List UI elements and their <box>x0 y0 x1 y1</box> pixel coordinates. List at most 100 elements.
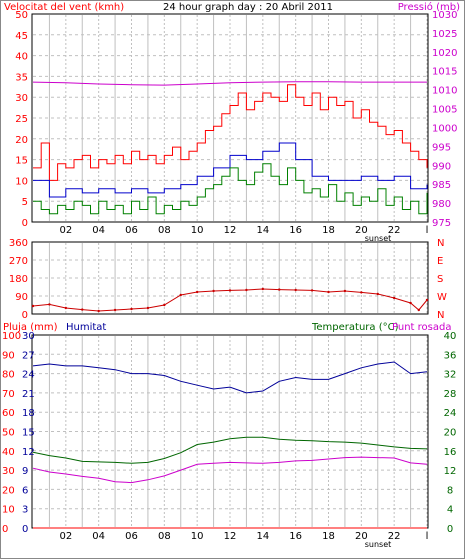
direction-y-tick: 180 <box>9 274 28 285</box>
wind-y-tick: 15 <box>15 156 28 167</box>
chart-title: 24 hour graph day : 20 Abril 2011 <box>163 2 333 13</box>
humidity-y-tick: 80 <box>2 370 15 381</box>
pressure-y-tick: 980 <box>432 199 451 210</box>
pressure-y-tick: 1025 <box>432 29 457 40</box>
humidity-y-tick: 100 <box>2 331 21 342</box>
wind-x-tick: 16 <box>289 225 302 236</box>
wind-y-tick: 35 <box>15 72 28 83</box>
direction-compass-label: N <box>437 238 444 249</box>
rain-axis-label: Pluja (mm) <box>3 322 58 333</box>
rain-y-tick: 15 <box>22 428 35 439</box>
pressure-y-tick: 1015 <box>432 67 457 78</box>
humidity-y-tick: 10 <box>2 505 15 516</box>
series-temperatura <box>32 436 428 464</box>
humidity-panel-frame <box>31 334 429 529</box>
rain-y-tick: 12 <box>22 447 35 458</box>
rain-y-tick: 0 <box>22 524 28 535</box>
wind-y-tick: 0 <box>22 218 28 229</box>
rain-y-tick: 9 <box>22 466 28 477</box>
pressure-y-tick: 1020 <box>432 48 457 59</box>
direction-y-tick: 360 <box>9 238 28 249</box>
wind-axis-label: Velocitat del vent (kmh) <box>4 2 124 13</box>
wind-x-tick: 06 <box>125 225 138 236</box>
direction-point <box>417 308 420 312</box>
direction-point <box>81 308 84 311</box>
series-wind-direction <box>32 288 428 312</box>
direction-point <box>130 307 133 311</box>
climate-x-tick: 10 <box>191 531 204 542</box>
wind-x-tick: 22 <box>388 225 401 236</box>
direction-point <box>31 304 35 308</box>
temperature-y-tick: 40 <box>444 331 457 342</box>
direction-point <box>310 289 314 292</box>
humidity-y-tick: 60 <box>2 408 15 419</box>
direction-point <box>409 301 412 305</box>
rain-y-tick: 6 <box>22 485 28 496</box>
temperature-y-tick: 12 <box>444 466 457 477</box>
wind-x-tick: l <box>426 225 429 236</box>
climate-x-tick: 08 <box>158 531 171 542</box>
pressure-y-tick: 1005 <box>432 105 457 116</box>
temperature-y-tick: 16 <box>444 447 457 458</box>
direction-point <box>97 309 100 313</box>
temperature-y-tick: 20 <box>444 428 457 439</box>
climate-x-tick: 06 <box>125 531 138 542</box>
pressure-axis-label: Pressió (mb) <box>398 1 460 13</box>
pressure-y-tick: 985 <box>432 180 451 191</box>
wind-x-tick: 12 <box>224 225 237 236</box>
wind-x-tick: 04 <box>92 225 105 236</box>
wind-x-tick: 14 <box>256 225 269 236</box>
wind-y-tick: 10 <box>15 176 28 187</box>
direction-point <box>294 288 297 292</box>
climate-x-tick: 20 <box>355 531 368 542</box>
rain-y-tick: 24 <box>22 370 35 381</box>
series-pressi- <box>32 81 427 86</box>
direction-y-tick: 0 <box>22 310 28 321</box>
direction-compass-label: N <box>437 310 444 321</box>
series-punt-rosada <box>32 456 428 484</box>
direction-panel-frame <box>31 241 429 315</box>
direction-point <box>278 288 281 291</box>
wind-x-tick: 20 <box>355 225 368 236</box>
pressure-y-tick: 975 <box>432 218 451 229</box>
humidity-y-tick: 40 <box>2 447 15 458</box>
climate-x-tick: 18 <box>322 531 335 542</box>
temperature-y-tick: 36 <box>444 350 457 361</box>
climate-x-tick: 04 <box>92 531 105 542</box>
direction-y-tick: 270 <box>9 256 28 267</box>
rain-y-tick: 30 <box>22 331 35 342</box>
climate-x-tick: l <box>426 531 429 542</box>
wind-y-tick: 5 <box>22 197 28 208</box>
climate-x-tick: 22 <box>388 531 401 542</box>
series-velocitat <box>33 163 428 215</box>
humidity-axis-label: Humitat <box>66 322 106 333</box>
temperature-y-tick: 8 <box>447 485 453 496</box>
humidity-y-tick: 90 <box>2 350 15 361</box>
humidity-y-tick: 0 <box>2 524 8 535</box>
direction-point <box>376 292 379 296</box>
direction-point <box>212 289 215 293</box>
series-humitat <box>32 361 428 394</box>
temperature-axis-label: Temperatura (°C) <box>311 322 399 333</box>
wind-y-tick: 45 <box>15 31 28 42</box>
wind-y-tick: 30 <box>15 93 28 104</box>
direction-point <box>163 303 166 307</box>
humidity-y-tick: 30 <box>2 466 15 477</box>
direction-point <box>195 290 199 294</box>
direction-point <box>327 290 330 294</box>
climate-sunset-marker: sunset <box>365 540 392 549</box>
rain-y-tick: 18 <box>22 408 35 419</box>
wind-y-tick: 20 <box>15 135 28 146</box>
direction-point <box>261 287 265 291</box>
wind-y-tick: 50 <box>15 10 28 21</box>
series-r-fega <box>33 84 428 181</box>
climate-x-tick: 16 <box>289 531 302 542</box>
direction-point <box>245 288 248 292</box>
pressure-y-tick: 1030 <box>432 10 457 21</box>
direction-y-tick: 90 <box>15 292 28 303</box>
dewpoint-axis-label: Punt rosada <box>392 322 451 333</box>
climate-x-tick: 12 <box>224 531 237 542</box>
direction-point <box>425 298 429 302</box>
direction-point <box>228 289 232 292</box>
